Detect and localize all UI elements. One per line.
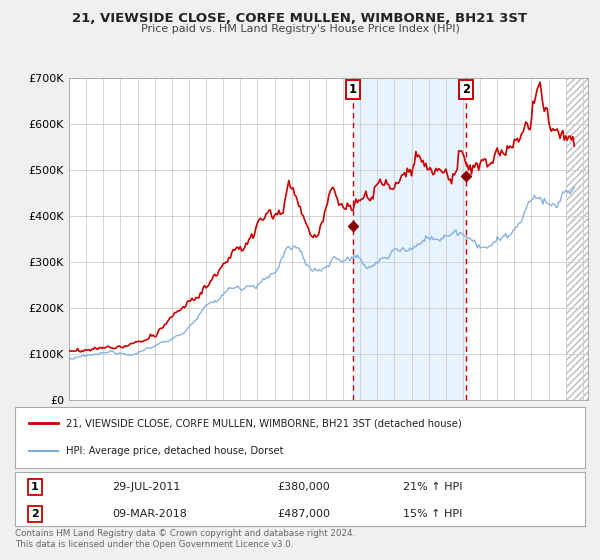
Text: 09-MAR-2018: 09-MAR-2018 [112,510,187,519]
Text: Contains HM Land Registry data © Crown copyright and database right 2024.: Contains HM Land Registry data © Crown c… [15,529,355,538]
Text: 15% ↑ HPI: 15% ↑ HPI [403,510,462,519]
Text: 2: 2 [31,510,39,519]
Text: 21% ↑ HPI: 21% ↑ HPI [403,482,462,492]
Text: 2: 2 [462,83,470,96]
Text: £487,000: £487,000 [277,510,330,519]
Text: 21, VIEWSIDE CLOSE, CORFE MULLEN, WIMBORNE, BH21 3ST (detached house): 21, VIEWSIDE CLOSE, CORFE MULLEN, WIMBOR… [66,418,462,428]
Text: Price paid vs. HM Land Registry's House Price Index (HPI): Price paid vs. HM Land Registry's House … [140,24,460,34]
Text: 1: 1 [349,83,357,96]
Text: 29-JUL-2011: 29-JUL-2011 [112,482,180,492]
Text: £380,000: £380,000 [277,482,330,492]
Text: 21, VIEWSIDE CLOSE, CORFE MULLEN, WIMBORNE, BH21 3ST: 21, VIEWSIDE CLOSE, CORFE MULLEN, WIMBOR… [73,12,527,25]
Text: This data is licensed under the Open Government Licence v3.0.: This data is licensed under the Open Gov… [15,540,293,549]
Bar [566,78,588,400]
Bar [353,78,466,400]
Text: HPI: Average price, detached house, Dorset: HPI: Average price, detached house, Dors… [66,446,284,456]
Text: 1: 1 [31,482,39,492]
